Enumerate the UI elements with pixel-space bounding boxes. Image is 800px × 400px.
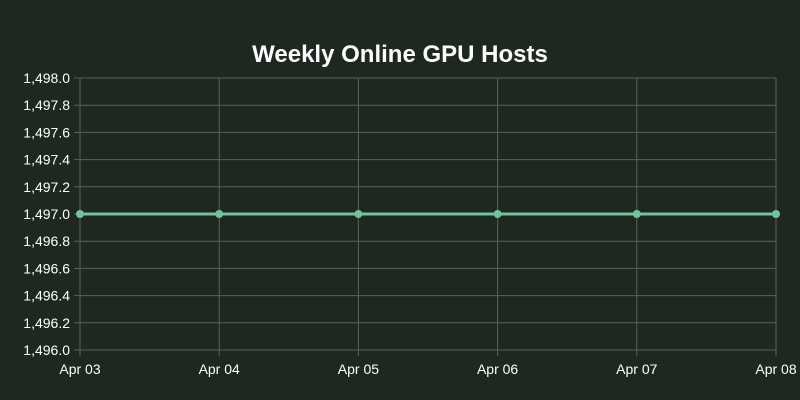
y-tick-label: 1,496.0 [23,342,70,358]
y-tick-label: 1,497.6 [23,124,70,140]
x-tick-label: Apr 04 [199,361,240,377]
y-tick-label: 1,496.4 [23,288,70,304]
y-tick-label: 1,496.2 [23,315,70,331]
y-tick-label: 1,498.0 [23,70,70,86]
x-axis: Apr 03 Apr 04 Apr 05 Apr 06 Apr 07 Apr 08 [59,361,796,377]
x-tick-label: Apr 08 [755,361,796,377]
data-point[interactable] [76,210,84,218]
grid [74,77,777,356]
data-point[interactable] [354,210,363,218]
y-tick-label: 1,497.0 [23,206,70,222]
x-tick-label: Apr 07 [616,361,657,377]
data-point[interactable] [772,210,780,218]
data-point[interactable] [632,210,641,218]
chart-title: Weekly Online GPU Hosts [252,41,548,68]
y-tick-label: 1,497.8 [23,97,70,113]
y-tick-label: 1,496.8 [23,233,70,249]
x-tick-label: Apr 06 [477,361,518,377]
y-tick-label: 1,496.6 [23,260,70,276]
data-point[interactable] [493,210,502,218]
y-tick-label: 1,497.4 [23,152,70,168]
y-axis: 1,496.0 1,496.2 1,496.4 1,496.6 1,496.8 1,497… [23,70,70,358]
y-tick-label: 1,497.2 [23,179,70,195]
x-tick-label: Apr 03 [59,361,100,377]
x-tick-label: Apr 05 [338,361,379,377]
series-layer [76,210,780,218]
data-point[interactable] [215,210,224,218]
